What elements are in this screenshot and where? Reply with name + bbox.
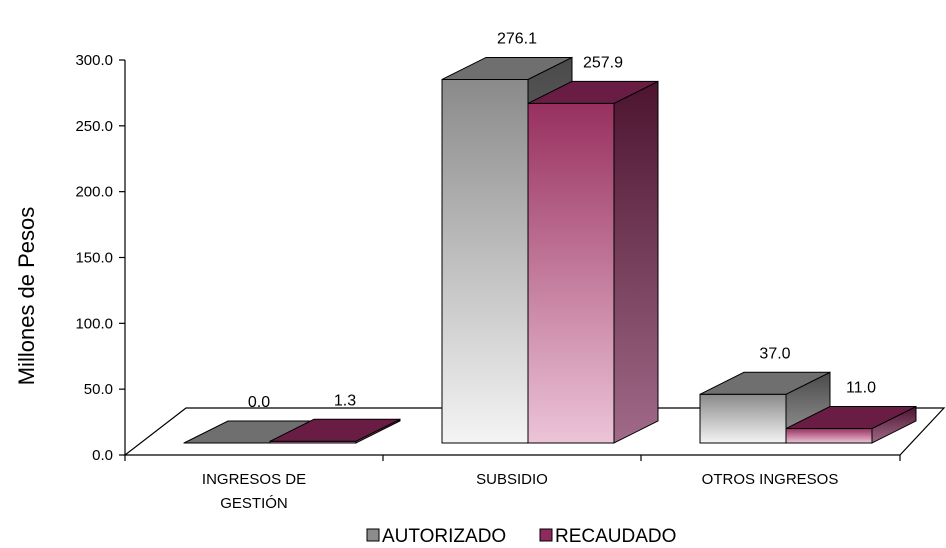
- y-axis-ticks: 0.0 50.0 100.0 150.0 200.0 250.0 300.0: [75, 52, 125, 464]
- bar-recaudado-1: [527, 80, 659, 444]
- bar-recaudado-0: [269, 418, 401, 444]
- y-tick-label: 250.0: [75, 118, 113, 135]
- data-label: 257.9: [583, 54, 623, 71]
- legend: AUTORIZADO RECAUDADO: [366, 526, 676, 547]
- legend-swatch-recaudado: [539, 528, 553, 542]
- y-tick-label: 50.0: [84, 381, 113, 398]
- bar-top-face: [441, 56, 573, 80]
- y-axis-title: Millones de Pesos: [14, 207, 39, 386]
- bar-autorizado-2: [699, 371, 831, 444]
- bar-front-face: [699, 393, 787, 444]
- y-tick-label: 150.0: [75, 250, 113, 267]
- data-label: 0.0: [248, 394, 270, 411]
- y-tick-label: 300.0: [75, 52, 113, 69]
- y-tick-label: 100.0: [75, 315, 113, 332]
- bar-front-face: [441, 78, 529, 444]
- category-label: INGRESOS DE: [202, 471, 306, 488]
- y-tick-label: 0.0: [92, 447, 113, 464]
- y-tick-label: 200.0: [75, 184, 113, 201]
- bar-top-face: [269, 418, 401, 442]
- data-label: 276.1: [497, 30, 537, 47]
- bar-top-face: [699, 371, 831, 395]
- data-label: 37.0: [759, 345, 790, 362]
- category-label: OTROS INGRESOS: [702, 471, 839, 488]
- data-labels: 0.0 276.1 37.0 1.3 257.9 11.0: [248, 30, 876, 411]
- bar-front-face: [785, 428, 873, 444]
- bars-group: [183, 56, 917, 444]
- data-label: 11.0: [846, 380, 876, 397]
- bar-top-face: [527, 80, 659, 104]
- category-label: SUBSIDIO: [476, 471, 548, 488]
- data-label: 1.3: [334, 392, 356, 409]
- category-labels: INGRESOS DE GESTIÓN SUBSIDIO OTROS INGRESOS: [124, 455, 901, 512]
- bar-front-face: [527, 102, 615, 444]
- bar-top-face: [785, 406, 917, 430]
- category-label: GESTIÓN: [220, 495, 288, 512]
- legend-swatch-autorizado: [366, 528, 380, 542]
- legend-label-autorizado: AUTORIZADO: [382, 526, 506, 547]
- bar-recaudado-2: [785, 405, 917, 444]
- bar-side-face: [613, 80, 659, 444]
- legend-label-recaudado: RECAUDADO: [555, 526, 676, 547]
